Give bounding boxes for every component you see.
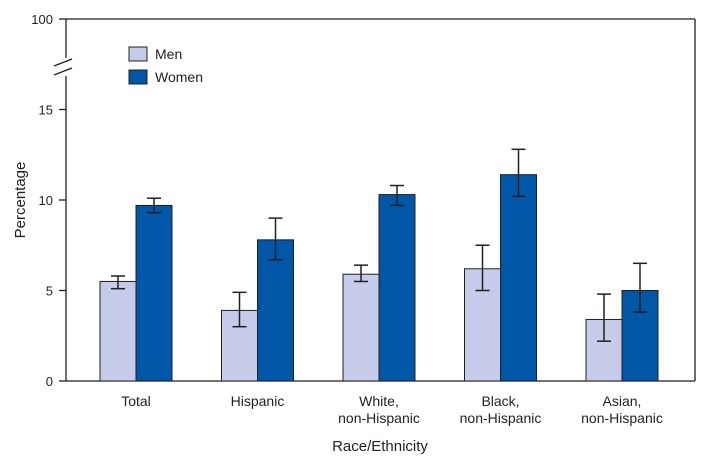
- bar-women-1: [257, 239, 294, 382]
- error-bar-men-1: [232, 291, 247, 328]
- y-tick-label: 100: [31, 12, 53, 27]
- legend: Men Women: [128, 46, 203, 85]
- error-bar-men-0: [111, 275, 125, 290]
- y-axis-title: Percentage: [12, 162, 29, 239]
- error-bar-women-1: [268, 217, 283, 261]
- legend-swatch-men: [128, 46, 148, 62]
- x-tick-label: Black, non-Hispanic: [460, 393, 542, 426]
- y-tick-label: 15: [39, 103, 53, 118]
- legend-swatch-women: [128, 69, 148, 85]
- x-tick-label: Asian, non-Hispanic: [581, 393, 663, 426]
- x-tick-label: White, non-Hispanic: [338, 393, 420, 426]
- bar-men-2: [342, 273, 380, 382]
- legend-label-women: Women: [155, 69, 203, 85]
- error-bar-women-3: [511, 148, 526, 198]
- legend-label-men: Men: [155, 46, 182, 62]
- y-axis-ticks: 0 5 10 15 100: [31, 12, 66, 389]
- x-tick-label: Hispanic: [231, 393, 285, 409]
- error-bar-women-4: [633, 262, 647, 313]
- error-bar-women-0: [147, 197, 161, 214]
- x-tick-label: Total: [121, 393, 151, 409]
- y-tick-label: 0: [46, 374, 53, 389]
- x-tick-labels: Total Hispanic White, non-Hispanic Black, non…: [121, 393, 663, 426]
- y-tick-label: 5: [46, 284, 53, 299]
- bar-women-0: [135, 204, 173, 382]
- error-bar-men-4: [597, 293, 611, 342]
- error-bar-men-2: [354, 264, 368, 283]
- bar-women-2: [378, 194, 416, 382]
- y-tick-label: 10: [39, 193, 53, 208]
- bar-men-0: [99, 280, 137, 382]
- error-bar-women-2: [390, 184, 404, 207]
- axis-break-mark: [53, 58, 76, 76]
- bars-layer: [99, 174, 659, 382]
- error-bar-men-3: [475, 244, 490, 292]
- bar-women-3: [500, 174, 537, 382]
- error-bars-layer: [111, 148, 647, 342]
- x-axis-title: Race/Ethnicity: [332, 438, 428, 455]
